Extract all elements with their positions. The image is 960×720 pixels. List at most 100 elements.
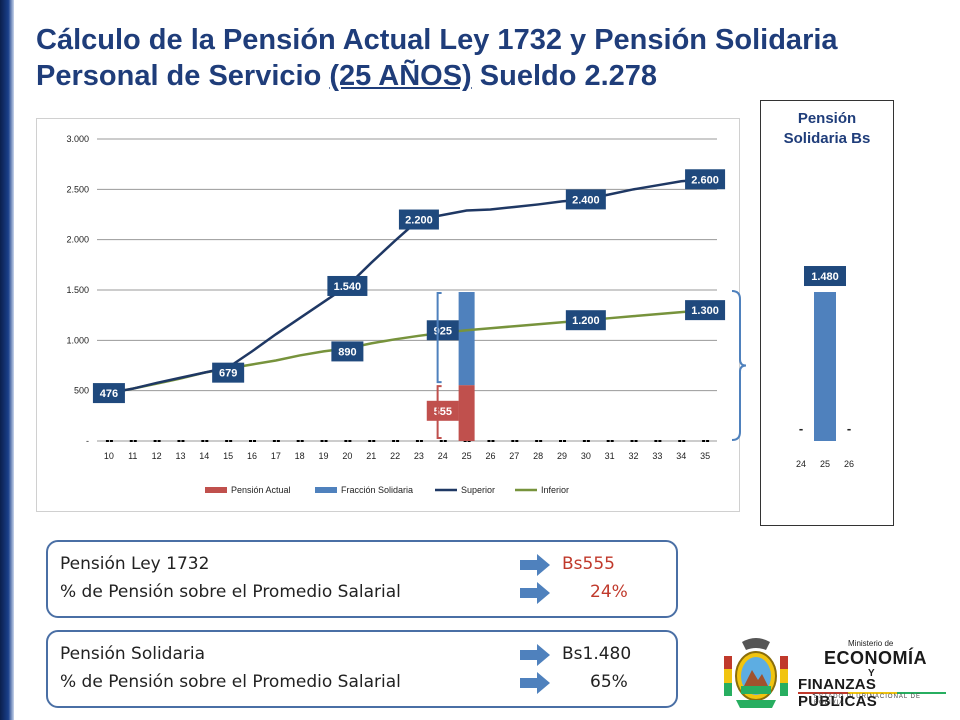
logo-economia-text: ECONOMÍA	[824, 648, 927, 668]
data-label-box	[327, 275, 368, 296]
arrow-right-icon	[520, 644, 550, 666]
zero-marker	[396, 440, 400, 442]
legend-item: Pensión Actual	[205, 485, 291, 495]
info-label-porcentaje-1: % de Pensión sobre el Promedio Salarial	[60, 582, 401, 602]
data-label-text: 1.300	[691, 305, 719, 317]
data-label-box	[565, 189, 606, 210]
info-label-pension-solidaria: Pensión Solidaria	[60, 644, 206, 664]
data-label-box	[426, 400, 459, 421]
side-x-tick-label: 26	[844, 459, 854, 469]
data-label: 2.200	[398, 209, 439, 230]
zero-marker	[205, 440, 209, 442]
info-label-porcentaje-2: % de Pensión sobre el Promedio Salarial	[60, 672, 401, 692]
bar-pension-actual	[458, 385, 475, 441]
zero-marker	[535, 440, 539, 442]
zero-marker	[559, 440, 562, 442]
zero-marker	[419, 440, 423, 442]
data-label-text: 679	[219, 368, 237, 380]
zero-marker	[253, 440, 256, 442]
y-tick-label: 1.500	[66, 285, 89, 295]
data-label: 1.200	[565, 310, 606, 331]
zero-marker	[539, 440, 543, 442]
x-tick-label: 23	[414, 451, 424, 461]
legend-swatch	[315, 487, 337, 493]
zero-marker	[563, 440, 566, 442]
y-tick-label: 2.000	[66, 235, 89, 245]
zero-marker	[658, 440, 662, 442]
info-value-pension-ley: Bs555	[562, 554, 615, 574]
zero-marker	[181, 440, 185, 442]
title-line-2-prefix: Personal de Servicio	[36, 60, 330, 92]
zero-marker	[443, 440, 447, 442]
zero-marker	[177, 440, 181, 442]
x-tick-label: 27	[509, 451, 519, 461]
data-label-text: 476	[100, 388, 118, 400]
logo-subtitle-text: ESTADO PLURINACIONAL DE BOLIVIA	[814, 694, 922, 706]
arrow-right-icon	[520, 554, 550, 576]
legend-label: Fracción Solidaria	[341, 485, 413, 495]
side-chart: 24 - 25 1.480 26 -	[796, 266, 854, 469]
side-title-line-1: Pensión	[797, 110, 857, 127]
side-x-tick-label: 24	[796, 459, 806, 469]
zero-marker	[515, 440, 519, 442]
legend-label: Inferior	[541, 485, 569, 495]
zero-marker	[491, 440, 495, 442]
page-title: Cálculo de la Pensión Actual Ley 1732 y …	[36, 22, 936, 94]
x-tick-label: 25	[462, 451, 472, 461]
legend-label: Superior	[461, 485, 495, 495]
zero-marker	[229, 440, 233, 442]
zero-marker	[320, 440, 324, 442]
side-value-label-text: -	[847, 421, 851, 436]
title-line-2-underlined: (25 AÑOS)	[329, 60, 472, 92]
info-value-porcentaje-1: 24%	[590, 582, 628, 602]
zero-marker	[702, 440, 706, 442]
zero-marker	[105, 440, 109, 442]
zero-marker	[109, 440, 113, 442]
zero-marker	[348, 440, 352, 442]
x-tick-label: 16	[247, 451, 257, 461]
side-value-label-box	[804, 266, 846, 287]
x-tick-label: 21	[366, 451, 376, 461]
bar-fraccion-solidaria	[458, 292, 475, 386]
zero-marker	[133, 440, 137, 442]
zero-marker	[610, 440, 614, 442]
data-label-text: 890	[338, 346, 356, 358]
data-label-box	[398, 209, 439, 230]
zero-marker	[372, 440, 376, 442]
data-label-text: 1.540	[334, 281, 362, 293]
zero-marker	[344, 440, 348, 442]
logo-y-text: Y	[868, 668, 875, 679]
title-line-2: Personal de Servicio (25 AÑOS) Sueldo 2.…	[36, 58, 936, 94]
x-tick-label: 32	[629, 451, 639, 461]
main-chart: - 500 1.000 1.500 2.000 2.500 3.000 10 11 12 13 14 1…	[66, 134, 726, 495]
legend-item: Inferior	[515, 485, 569, 495]
info-label-pension-ley: Pensión Ley 1732	[60, 554, 210, 574]
x-tick-label: 18	[295, 451, 305, 461]
x-tick-label: 14	[199, 451, 209, 461]
side-value-label-text: -	[799, 421, 803, 436]
y-tick-label: 1.000	[66, 335, 89, 345]
x-tick-label: 30	[581, 451, 591, 461]
zero-marker	[487, 440, 491, 442]
bolivia-coat-of-arms-icon	[724, 638, 788, 708]
zero-marker	[296, 440, 300, 442]
zero-marker	[368, 440, 372, 442]
zero-marker	[153, 440, 157, 442]
data-label-box	[685, 300, 726, 321]
side-chart-frame: Pensión Solidaria Bs 24 - 25 1.480 26 -	[760, 100, 894, 526]
y-tick-label: 3.000	[66, 134, 89, 144]
zero-marker	[157, 440, 161, 442]
data-label-text: 2.200	[405, 215, 433, 227]
zero-marker	[249, 440, 252, 442]
y-tick-label: 2.500	[66, 184, 89, 194]
left-accent-bar	[0, 0, 14, 720]
x-tick-label: 20	[342, 451, 352, 461]
zero-marker	[678, 440, 682, 442]
zero-marker	[630, 440, 634, 442]
legend-label: Pensión Actual	[231, 485, 291, 495]
data-label: 1.300	[685, 300, 726, 321]
zero-marker	[272, 440, 276, 442]
info-box-pension-solidaria: Pensión Solidaria Bs1.480 % de Pensión s…	[46, 630, 678, 708]
bracket-fraccion	[436, 292, 442, 384]
